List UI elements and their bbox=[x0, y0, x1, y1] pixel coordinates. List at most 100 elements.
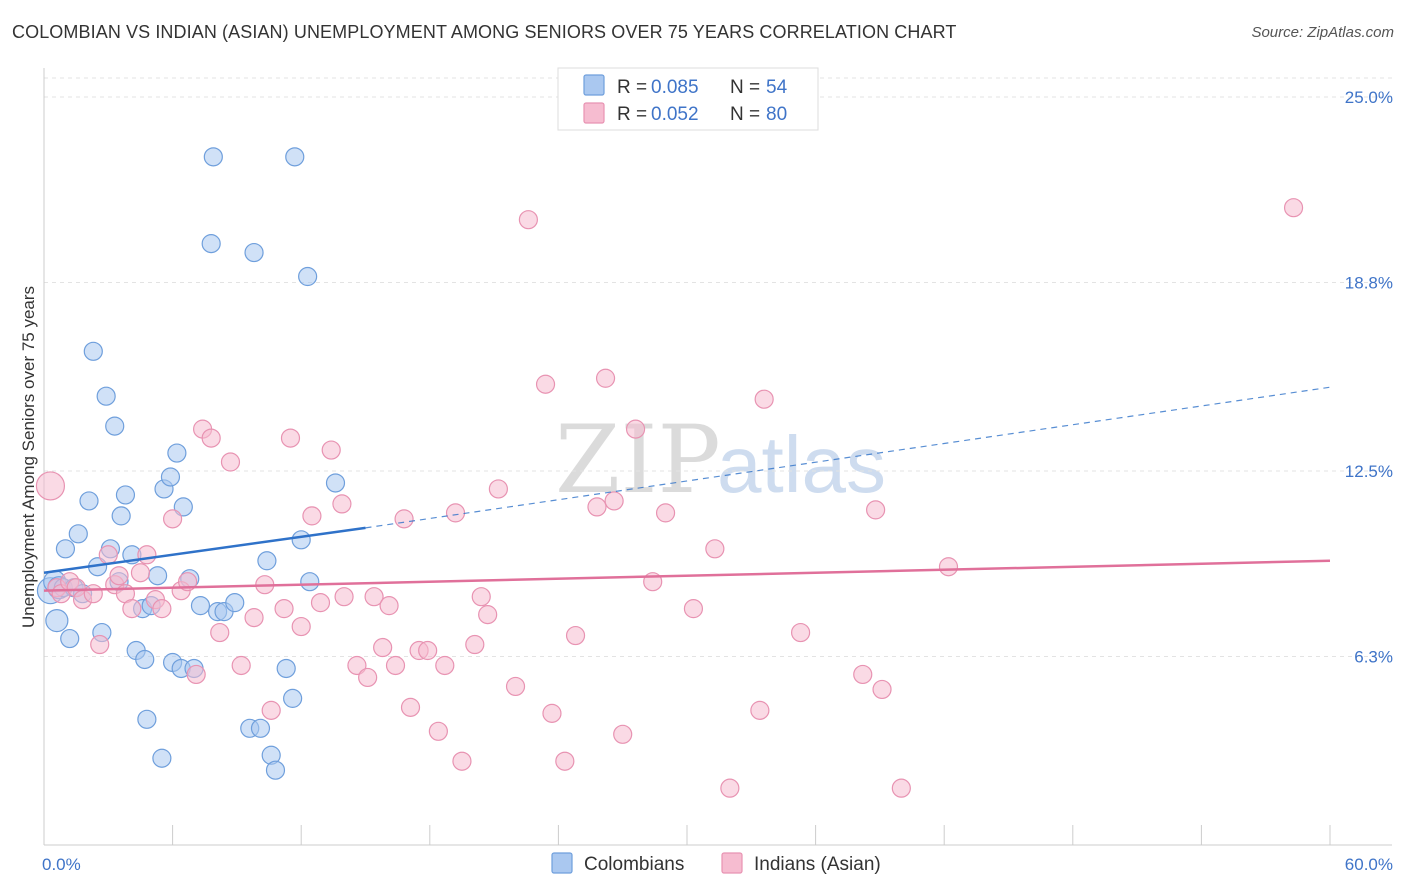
data-point-colombians bbox=[203, 147, 223, 167]
data-point-indians bbox=[488, 479, 508, 499]
data-point-colombians bbox=[244, 242, 264, 263]
data-point-indians bbox=[750, 700, 770, 720]
data-point-colombians bbox=[201, 234, 221, 254]
data-point-colombians bbox=[325, 473, 346, 493]
data-point-indians bbox=[321, 440, 341, 460]
data-point-indians bbox=[418, 640, 438, 661]
legend-swatch-indians bbox=[583, 102, 605, 124]
data-point-indians bbox=[186, 664, 206, 685]
data-point-indians bbox=[220, 452, 241, 472]
gridlines bbox=[44, 77, 1392, 658]
data-point-indians bbox=[866, 500, 886, 520]
data-point-indians bbox=[364, 587, 384, 607]
data-point-indians bbox=[754, 389, 774, 409]
watermark: ZIP atlas bbox=[555, 406, 886, 515]
bottom-legend-swatch-colombians bbox=[551, 852, 573, 874]
data-point-colombians bbox=[45, 608, 69, 633]
bottom-legend-label-indians: Indians (Asian) bbox=[754, 854, 881, 875]
data-point-colombians bbox=[276, 658, 296, 679]
data-point-indians bbox=[358, 667, 378, 688]
data-point-colombians bbox=[147, 566, 168, 586]
data-point-indians bbox=[163, 509, 183, 529]
data-point-colombians bbox=[167, 443, 187, 463]
legend-r-label-colombians: R = bbox=[617, 77, 647, 98]
data-point-indians bbox=[478, 605, 498, 625]
data-point-indians bbox=[83, 584, 103, 604]
trend-line-colombians bbox=[43, 526, 366, 574]
data-point-colombians bbox=[225, 593, 245, 613]
series-indians bbox=[35, 198, 1304, 798]
data-point-indians bbox=[152, 599, 172, 619]
legend-n-value-indians: 80 bbox=[766, 104, 787, 125]
data-point-indians bbox=[705, 539, 725, 559]
legend-r-value-indians: 0.052 bbox=[651, 104, 699, 125]
data-point-indians bbox=[310, 593, 331, 613]
y-axis-title: Unemployment Among Seniors over 75 years bbox=[19, 286, 38, 628]
data-point-colombians bbox=[283, 688, 303, 708]
bottom-legend-label-colombians: Colombians bbox=[584, 854, 684, 875]
data-point-colombians bbox=[190, 596, 211, 616]
data-point-indians bbox=[210, 622, 230, 643]
data-point-colombians bbox=[115, 485, 136, 505]
data-point-indians bbox=[137, 545, 157, 565]
data-point-colombians bbox=[137, 709, 157, 729]
legend-n-label-colombians: N = bbox=[730, 77, 760, 98]
data-point-indians bbox=[35, 471, 66, 501]
data-point-indians bbox=[555, 751, 575, 771]
series-legend: Colombians Indians (Asian) bbox=[551, 852, 881, 875]
data-point-indians bbox=[872, 679, 892, 700]
legend-swatch-colombians bbox=[583, 74, 605, 96]
data-point-colombians bbox=[285, 147, 305, 167]
data-point-colombians bbox=[105, 416, 125, 436]
data-point-indians bbox=[595, 368, 616, 388]
data-point-colombians bbox=[173, 497, 193, 517]
data-point-colombians bbox=[60, 628, 80, 649]
data-point-indians bbox=[625, 419, 646, 439]
x-tick-label: 60.0% bbox=[1345, 855, 1393, 874]
legend-n-label-indians: N = bbox=[730, 104, 760, 125]
data-point-indians bbox=[334, 587, 354, 607]
data-point-colombians bbox=[160, 467, 181, 487]
data-point-indians bbox=[280, 428, 301, 448]
data-point-indians bbox=[122, 599, 142, 619]
data-point-indians bbox=[542, 703, 562, 723]
data-point-indians bbox=[201, 428, 221, 448]
data-point-indians bbox=[394, 509, 414, 529]
data-point-indians bbox=[379, 596, 399, 616]
data-point-indians bbox=[613, 724, 633, 744]
data-point-colombians bbox=[55, 539, 76, 559]
data-point-indians bbox=[302, 506, 322, 526]
legend-r-value-colombians: 0.085 bbox=[651, 77, 699, 98]
data-point-indians bbox=[428, 721, 448, 741]
data-point-indians bbox=[565, 625, 586, 646]
data-point-indians bbox=[109, 566, 129, 586]
axes bbox=[43, 68, 1392, 846]
data-point-indians bbox=[291, 616, 311, 637]
data-point-indians bbox=[853, 664, 873, 685]
data-point-indians bbox=[938, 557, 959, 577]
data-point-indians bbox=[518, 210, 538, 230]
data-point-indians bbox=[655, 503, 676, 523]
data-point-indians bbox=[535, 374, 556, 394]
data-point-colombians bbox=[257, 551, 277, 571]
data-point-indians bbox=[790, 622, 811, 643]
data-point-colombians bbox=[300, 572, 320, 592]
data-point-indians bbox=[683, 599, 704, 619]
data-point-colombians bbox=[135, 649, 155, 670]
data-point-indians bbox=[90, 634, 110, 655]
data-point-colombians bbox=[265, 760, 286, 780]
y-tick-labels: 6.3% 12.5% 18.8% 25.0% bbox=[1345, 88, 1393, 667]
data-point-colombians bbox=[83, 341, 103, 361]
data-point-colombians bbox=[68, 524, 88, 544]
data-point-colombians bbox=[298, 266, 318, 287]
data-point-indians bbox=[445, 503, 466, 523]
data-point-indians bbox=[604, 491, 624, 511]
data-point-indians bbox=[373, 637, 393, 658]
legend-n-value-colombians: 54 bbox=[766, 77, 788, 98]
data-point-indians bbox=[332, 494, 352, 514]
data-point-indians bbox=[231, 655, 251, 676]
data-point-colombians bbox=[79, 491, 99, 511]
data-point-colombians bbox=[291, 530, 311, 550]
series-colombians bbox=[36, 147, 346, 780]
data-point-indians bbox=[98, 545, 118, 565]
